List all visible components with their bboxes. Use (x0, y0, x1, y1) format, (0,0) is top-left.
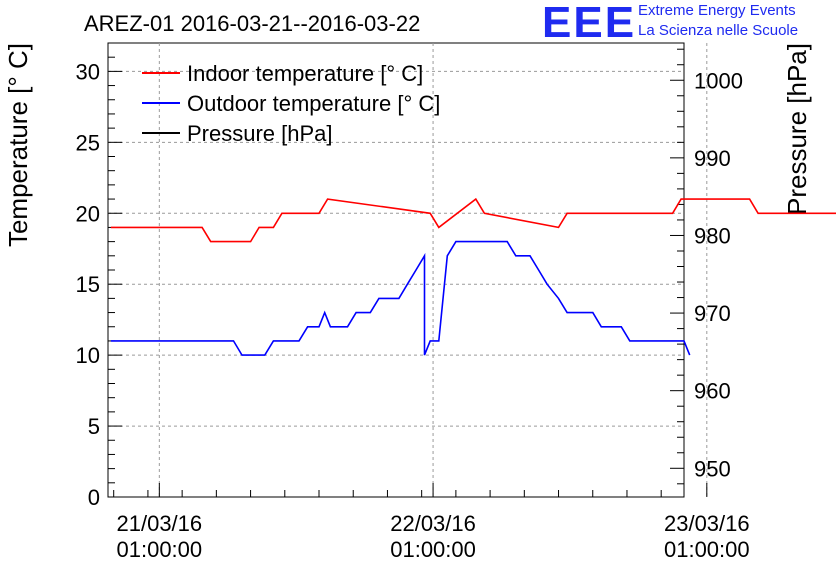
legend-label-3: Pressure [hPa] (187, 121, 333, 146)
x-tick-label-time: 01:00:00 (664, 537, 750, 562)
y-axis-title: Temperature [° C] (3, 43, 33, 247)
y-tick-label: 0 (88, 485, 100, 510)
x-tick-label-time: 01:00:00 (390, 537, 476, 562)
series-line-1 (110, 197, 836, 243)
legend-label-1: Indoor temperature [° C] (187, 61, 423, 86)
x-tick-label-time: 01:00:00 (117, 537, 203, 562)
y-tick-label: 5 (88, 414, 100, 439)
logo-line-1: Extreme Energy Events (638, 2, 796, 19)
y-tick-label: 25 (76, 130, 100, 155)
series-line-2 (110, 240, 691, 356)
chart-title: AREZ-01 2016-03-21--2016-03-22 (84, 11, 420, 36)
y2-tick-label: 980 (694, 223, 731, 248)
y2-tick-label: 1000 (694, 68, 743, 93)
y-tick-label: 10 (76, 343, 100, 368)
y-tick-label: 30 (76, 59, 100, 84)
y2-tick-label: 970 (694, 301, 731, 326)
y-tick-label: 15 (76, 272, 100, 297)
y2-axis-title: Pressure [hPa] (782, 43, 812, 215)
y2-tick-label: 960 (694, 379, 731, 404)
legend-label-2: Outdoor temperature [° C] (187, 91, 440, 116)
logo-line-2: La Scienza nelle Scuole (638, 22, 799, 39)
y-tick-label: 20 (76, 201, 100, 226)
x-tick-label-date: 23/03/16 (664, 511, 750, 536)
x-tick-label-date: 22/03/16 (390, 511, 476, 536)
x-tick-label-date: 21/03/16 (117, 511, 203, 536)
eee-logo-mark: EEE (542, 0, 637, 47)
y2-tick-label: 990 (694, 146, 731, 171)
y2-tick-label: 950 (694, 456, 731, 481)
